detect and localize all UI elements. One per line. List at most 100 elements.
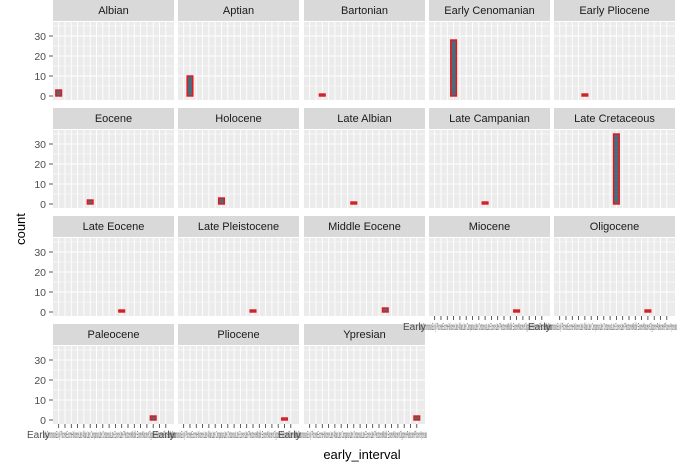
x-tick-label: Early CenomanianEarly PlioceneEoceneHolo… [168, 430, 301, 441]
panel-background [429, 22, 550, 100]
facet-panel: Miocene [429, 216, 550, 316]
y-tick-label: 10 [34, 287, 46, 299]
facet-strip [304, 108, 425, 129]
bar [644, 309, 652, 313]
bar [249, 309, 257, 313]
panel-background [554, 238, 675, 316]
bar [55, 89, 63, 97]
facet-panel: Late Eocene [53, 216, 174, 316]
x-axis-title: early_interval [323, 447, 400, 462]
facet-strip [178, 216, 299, 237]
panel-background [304, 130, 425, 208]
facet-panel: Aptian [178, 0, 299, 100]
facet-strip [53, 0, 174, 21]
y-tick-label: 0 [40, 307, 46, 319]
facet-panel: Middle Eocene [304, 216, 425, 316]
bar [318, 93, 326, 97]
facet-panel: Early Cenomanian [429, 0, 550, 100]
facet-strip [178, 108, 299, 129]
bar [450, 39, 458, 97]
bar [350, 201, 358, 205]
bar [149, 415, 157, 421]
panel-background [53, 238, 174, 316]
panel-background [178, 22, 299, 100]
panel-background [53, 22, 174, 100]
facet-panel: Ypresian [304, 324, 425, 424]
panel-background [304, 346, 425, 424]
facet-strip-label: Late Campanian [449, 113, 530, 125]
facet-strip [304, 0, 425, 21]
x-tick-label: Early CenomanianEarly PlioceneEoceneHolo… [294, 430, 427, 441]
panel-background [304, 22, 425, 100]
panel-background [429, 130, 550, 208]
x-tick-label: Early [27, 430, 50, 441]
y-axis-title: count [13, 213, 28, 245]
panel-background [429, 238, 550, 316]
facet-strip [53, 216, 174, 237]
y-axes: 0 10 20 30 0 10 20 30 0 10 20 30 0 10 20 30 [34, 31, 53, 427]
facet-panel: Eocene [53, 108, 174, 208]
facet-strip-label: Bartonian [341, 5, 388, 17]
y-tick-label: 30 [34, 355, 46, 367]
facet-strip-label: Holocene [215, 113, 261, 125]
facet-panel: Late Pleistocene [178, 216, 299, 316]
facet-strip-label: Eocene [95, 113, 132, 125]
facet-strip [429, 0, 550, 21]
facet-panel: Pliocene [178, 324, 299, 424]
panel-background [304, 238, 425, 316]
bar [413, 415, 421, 421]
facet-panel: Bartonian [304, 0, 425, 100]
bar [217, 197, 226, 205]
facet-strip [554, 108, 675, 129]
facet-strip [304, 324, 425, 345]
facet-strip-label: Late Pleistocene [198, 221, 279, 233]
bar [118, 309, 126, 313]
y-tick-label: 0 [40, 199, 46, 211]
facet-strip [554, 0, 675, 21]
y-tick-label: 30 [34, 247, 46, 259]
facet-strip [53, 324, 174, 345]
panel-background [178, 238, 299, 316]
facet-panel: Oligocene [554, 216, 675, 316]
y-tick-label: 30 [34, 139, 46, 151]
bar [481, 201, 489, 205]
x-tick-label: Early CenomanianEarly PlioceneEoceneHolo… [419, 322, 552, 333]
y-tick-label: 10 [34, 395, 46, 407]
x-tick-label: Early [152, 430, 175, 441]
facet-strip-label: Aptian [223, 5, 254, 17]
facet-panel: Late Albian [304, 108, 425, 208]
facet-strip-label: Middle Eocene [328, 221, 401, 233]
y-tick-label: 30 [34, 31, 46, 43]
facet-strip [53, 108, 174, 129]
x-tick-label: Early [528, 322, 551, 333]
facet-panels: Albian Aptian Bartonian Early Cenomanian Ear… [53, 0, 675, 424]
y-tick-label: 20 [34, 267, 46, 279]
facet-panel: Holocene [178, 108, 299, 208]
facet-strip-label: Pliocene [217, 329, 259, 341]
facet-strip-label: Miocene [469, 221, 511, 233]
facet-strip-label: Late Albian [337, 113, 391, 125]
bar [513, 309, 521, 313]
facet-strip-label: Early Pliocene [579, 5, 649, 17]
facet-strip-label: Oligocene [590, 221, 640, 233]
facet-strip [178, 0, 299, 21]
x-tick-label: Early [278, 430, 301, 441]
y-tick-label: 10 [34, 179, 46, 191]
facet-panel: Albian [53, 0, 174, 100]
facet-panel: Late Cretaceous [554, 108, 675, 208]
bar [612, 133, 620, 205]
panel-background [53, 130, 174, 208]
bar [186, 75, 194, 97]
y-tick-label: 10 [34, 71, 46, 83]
facet-strip [178, 324, 299, 345]
panel-background [178, 346, 299, 424]
facet-strip [429, 216, 550, 237]
y-tick-label: 20 [34, 51, 46, 63]
facet-strip-label: Ypresian [343, 329, 386, 341]
y-tick-label: 0 [40, 415, 46, 427]
bar [280, 417, 289, 421]
bar [381, 307, 389, 313]
facet-strip-label: Early Cenomanian [444, 5, 535, 17]
